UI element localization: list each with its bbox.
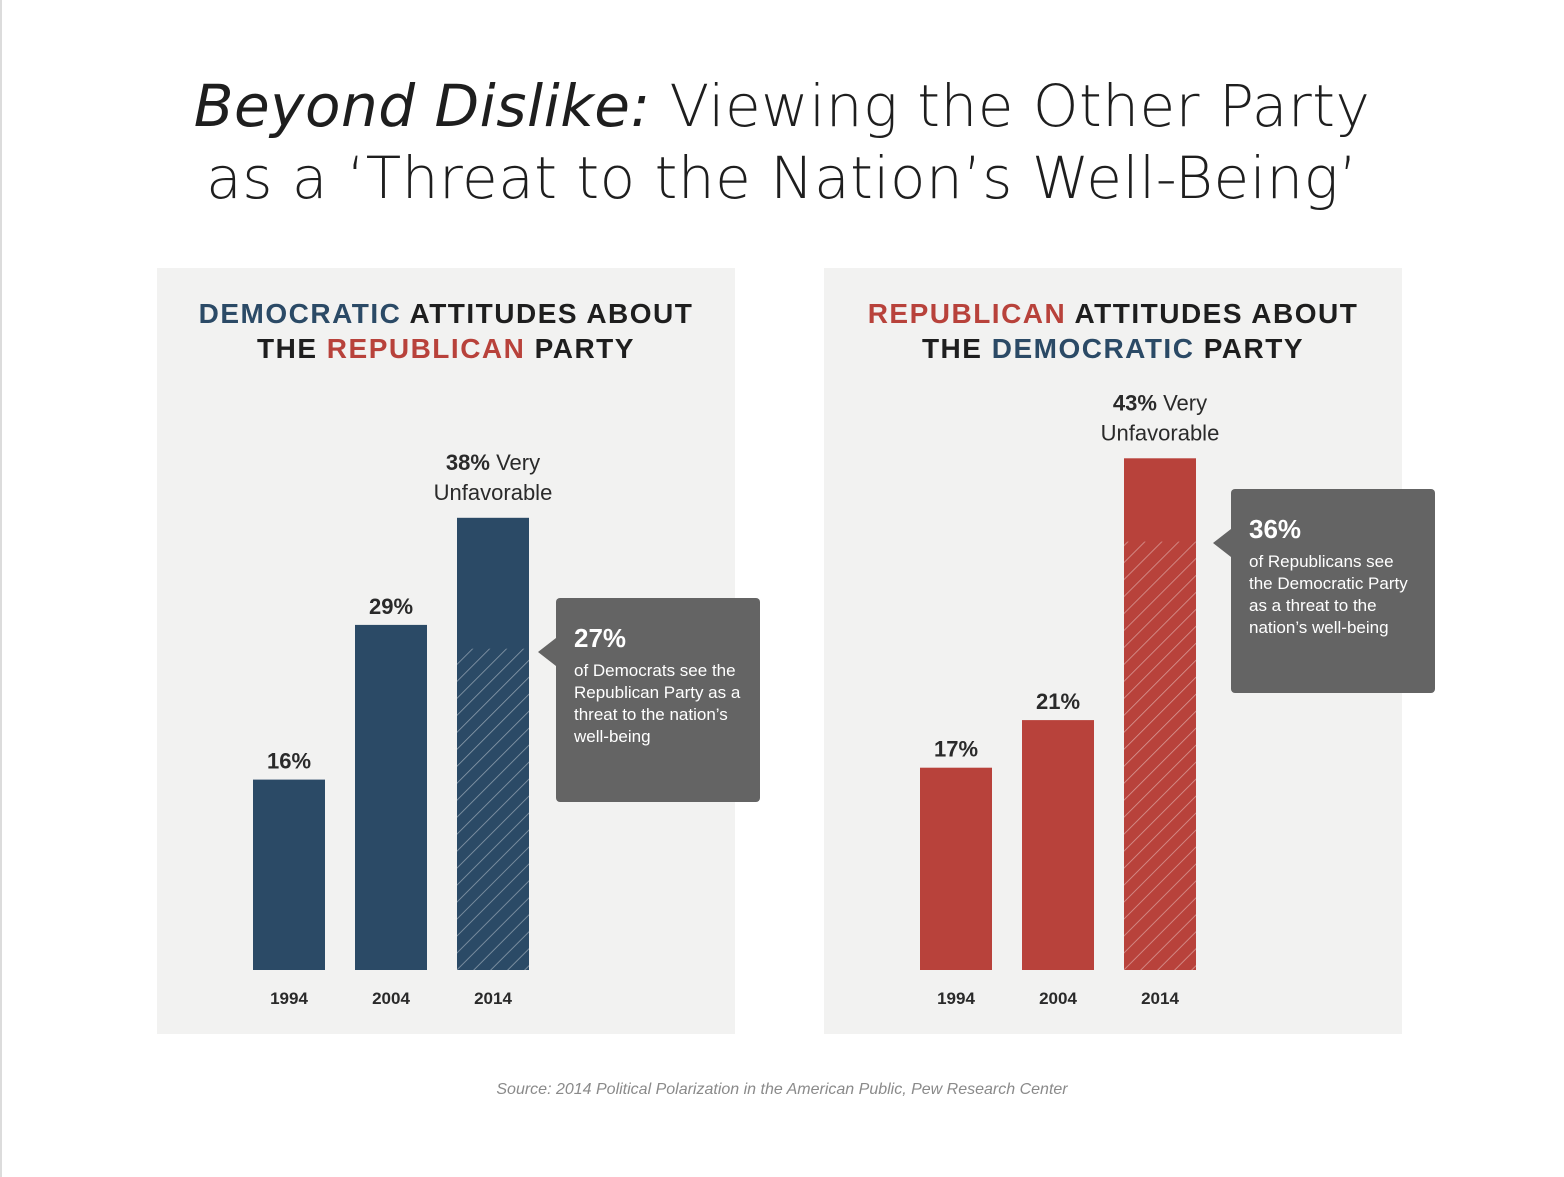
threat-callout: 27% of Democrats see the Republican Part… — [538, 598, 760, 802]
x-tick-label: 2004 — [372, 989, 410, 1008]
left-edge-rule — [0, 0, 2, 1177]
callout-text: of Democrats see the Republican Party as… — [574, 661, 741, 746]
panel-title: REPUBLICAN ATTITUDES ABOUT THE DEMOCRATI… — [824, 296, 1402, 366]
title-text: PARTY — [1194, 333, 1305, 364]
source-note: Source: 2014 Political Polarization in t… — [496, 1081, 1068, 1098]
threat-hatch-overlay — [457, 648, 529, 970]
x-tick-label: 1994 — [270, 989, 308, 1008]
bar-2004 — [1022, 720, 1094, 970]
threat-callout: 36% of Republicans see the Democratic Pa… — [1213, 489, 1435, 693]
bar-sublabel: Unfavorable — [1101, 420, 1220, 445]
x-tick-label: 2004 — [1039, 989, 1077, 1008]
title-line-1: Beyond Dislike: Viewing the Other Party — [0, 70, 1564, 142]
x-tick-label: 2014 — [1141, 989, 1179, 1008]
bar-value-label: 38% Very — [446, 450, 540, 475]
callout-percent: 27% — [574, 623, 627, 653]
bar-2004 — [355, 624, 427, 970]
title-text: THE — [257, 333, 327, 364]
title-text: ATTITUDES ABOUT — [401, 298, 694, 329]
title-italic: Beyond Dislike: — [193, 72, 651, 140]
page-title: Beyond Dislike: Viewing the Other Party … — [0, 70, 1564, 214]
democratic-bar-chart: 1994 16% 2004 29% 2014 38% Very Unfavorable — [253, 450, 553, 1008]
republican-bar-chart: 1994 17% 2004 21% 2014 43% Very Unfavorable — [920, 390, 1220, 1008]
bar-value-label: 43% Very — [1113, 390, 1207, 415]
republican-attitudes-panel: REPUBLICAN ATTITUDES ABOUT THE DEMOCRATI… — [824, 268, 1435, 1034]
title-line1-rest: Viewing the Other Party — [650, 72, 1371, 140]
x-tick-label: 1994 — [937, 989, 975, 1008]
callout-percent: 36% — [1249, 514, 1302, 544]
title-line-2: as a ‘Threat to the Nation’s Well-Being’ — [206, 144, 1358, 212]
title-party-republican: REPUBLICAN — [326, 333, 526, 364]
title-text: PARTY — [525, 333, 635, 364]
bar-value-label: 16% — [267, 749, 311, 774]
title-party-republican: REPUBLICAN — [867, 298, 1067, 329]
callout-pointer — [538, 638, 556, 666]
title-party-democratic: DEMOCRATIC — [198, 298, 402, 329]
democratic-attitudes-panel: DEMOCRATIC ATTITUDES ABOUT THE REPUBLICA… — [157, 268, 760, 1034]
bar-1994 — [253, 779, 325, 970]
title-party-democratic: DEMOCRATIC — [991, 333, 1195, 364]
callout-pointer — [1213, 529, 1231, 557]
threat-hatch-overlay — [1124, 541, 1196, 970]
callout-text: of Republicans see the Democratic Party … — [1249, 552, 1408, 637]
title-text: ATTITUDES ABOUT — [1066, 298, 1359, 329]
title-text: THE — [921, 333, 992, 364]
bar-value-label: 29% — [369, 594, 413, 619]
bar-sublabel: Unfavorable — [434, 480, 553, 505]
bar-1994 — [920, 767, 992, 970]
bar-value-label: 17% — [934, 737, 978, 762]
bar-value-label: 21% — [1036, 689, 1080, 714]
x-tick-label: 2014 — [474, 989, 512, 1008]
panel-title: DEMOCRATIC ATTITUDES ABOUT THE REPUBLICA… — [157, 296, 735, 366]
